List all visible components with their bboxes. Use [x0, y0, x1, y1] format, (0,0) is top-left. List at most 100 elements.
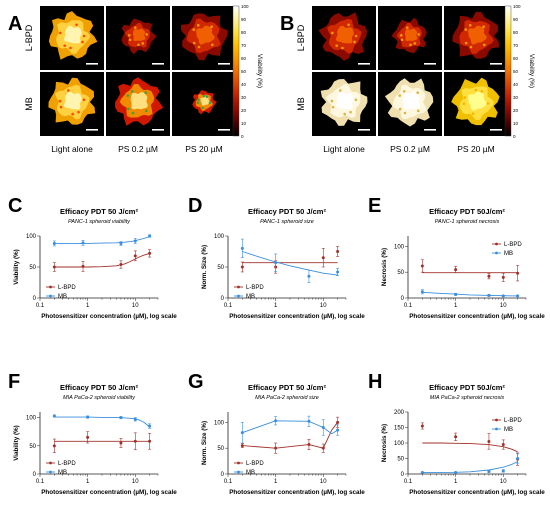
y-tick-label: 0: [221, 472, 225, 478]
panel-letter: H: [368, 371, 382, 393]
fit-curve: [422, 461, 518, 473]
y-tick-label: 50: [217, 446, 224, 452]
data-point: [81, 264, 85, 268]
y-tick-label: 50: [397, 457, 404, 463]
heatmap-panel-b: BL-BPD MB Light alone PS 0.2 µM PS 20 µM 0 10 2…: [280, 4, 535, 154]
scale-bar: [358, 129, 370, 131]
y-tick-label: 50: [29, 444, 36, 450]
data-point: [516, 294, 520, 298]
colorbar-tick-label: 20: [241, 108, 247, 113]
data-point: [52, 241, 56, 245]
scale-bar: [358, 63, 370, 65]
colorbar-tick-label: 70: [241, 43, 247, 48]
data-point: [420, 424, 424, 428]
data-point: [321, 256, 325, 260]
x-tick-label: 10: [132, 303, 139, 309]
data-point: [307, 443, 311, 447]
legend-marker: [237, 470, 240, 474]
y-tick-label: 50: [217, 265, 224, 271]
series-l-bpd: [52, 249, 152, 272]
x-axis-label: Photosensitizer concentration (µM), log …: [409, 313, 545, 320]
x-tick-label: 1: [86, 479, 90, 485]
chart-panel-c: C Efficacy PDT 50 J/cm² PANC-1 spheroid vi…: [8, 195, 177, 320]
fit-curve: [422, 442, 518, 453]
panel-letter: D: [188, 195, 202, 217]
legend-marker: [49, 470, 52, 474]
fit-curve: [242, 420, 338, 435]
x-axis-label: Photosensitizer concentration (µM), log …: [229, 489, 365, 496]
data-point: [516, 457, 520, 460]
spheroid-image: [444, 6, 508, 70]
data-point: [487, 439, 491, 443]
legend-label: MB: [246, 470, 255, 476]
spheroid-image: [40, 72, 104, 136]
colorbar-tick-label: 30: [241, 95, 247, 100]
y-tick-label: 0: [401, 296, 405, 302]
panel-letter: B: [280, 13, 294, 35]
colorbar-tick-label: 0: [241, 134, 244, 139]
series-l-bpd: [420, 259, 520, 282]
y-tick-label: 100: [26, 416, 37, 422]
chart-panel-d: D Efficacy PDT 50 J/cm² PANC-1 spheroid si…: [188, 195, 365, 320]
legend: L-BPD MB: [46, 285, 76, 300]
scale-bar: [218, 63, 230, 65]
series-l-bpd: [240, 246, 340, 274]
data-point: [86, 415, 90, 419]
y-tick-label: 50: [29, 265, 36, 271]
chart-subtitle: MIA PaCa-2 spheroid necrosis: [430, 395, 505, 401]
heatmap-row-label: MB: [296, 97, 306, 111]
legend-label: L-BPD: [246, 461, 264, 467]
colorbar-tick-label: 10: [513, 121, 519, 126]
scale-bar: [490, 63, 502, 65]
heatmap-row-label: MB: [24, 97, 34, 111]
legend: L-BPD MB: [234, 461, 264, 476]
colorbar-label: Viability (%): [528, 54, 535, 88]
heatmap-col-label: Light alone: [323, 144, 365, 154]
scale-bar: [152, 129, 164, 131]
spheroid-image: [444, 72, 508, 136]
legend: L-BPD MB: [492, 418, 522, 433]
chart-panel-f: F Efficacy PDT 50 J/cm² MIA PaCa-2 spheroi…: [8, 371, 177, 496]
series-l-bpd: [52, 431, 152, 453]
data-point: [274, 446, 278, 450]
data-point: [336, 428, 340, 432]
legend-marker: [237, 285, 240, 289]
colorbar-label: Viability (%): [256, 54, 263, 88]
scale-bar: [424, 63, 436, 65]
y-tick-label: 50: [397, 270, 404, 276]
panel-letter: F: [8, 371, 20, 393]
series-mb: [52, 414, 152, 429]
y-axis-label: Necrosis (%): [381, 248, 388, 286]
legend-marker: [49, 294, 52, 298]
heatmap-col-label: PS 0.2 µM: [390, 144, 430, 154]
y-axis-label: Norm. Size (%): [201, 245, 208, 289]
data-point: [487, 274, 491, 278]
colorbar-tick-label: 40: [513, 82, 519, 87]
y-tick-label: 0: [33, 296, 37, 302]
chart-title: Efficacy PDT 50 J/cm²: [248, 383, 326, 392]
spheroid-image: [172, 6, 236, 70]
x-axis-label: Photosensitizer concentration (µM), log …: [41, 489, 177, 496]
scale-bar: [86, 129, 98, 131]
data-point: [52, 414, 56, 418]
colorbar-tick-label: 100: [513, 4, 521, 9]
data-point: [454, 470, 458, 474]
y-axis-label: Norm. Size (%): [201, 421, 208, 465]
y-axis-label: Necrosis (%): [381, 424, 388, 462]
colorbar-tick-label: 50: [241, 69, 247, 74]
heatmap-col-label: PS 20 µM: [185, 144, 223, 154]
colorbar-tick-label: 80: [513, 30, 519, 35]
chart-title: Efficacy PDT 50J/cm²: [429, 207, 505, 216]
data-point: [420, 290, 424, 294]
x-tick-label: 0.1: [36, 303, 45, 309]
colorbar-tick-label: 30: [513, 95, 519, 100]
colorbar-tick-label: 60: [513, 56, 519, 61]
chart-title: Efficacy PDT 50J/cm²: [429, 383, 505, 392]
x-tick-label: 1: [86, 303, 90, 309]
legend-label: L-BPD: [58, 461, 76, 467]
y-tick-label: 100: [394, 441, 405, 447]
data-point: [240, 265, 244, 269]
fit-curve: [54, 416, 150, 428]
data-point: [148, 439, 152, 443]
y-tick-label: 100: [214, 420, 225, 426]
